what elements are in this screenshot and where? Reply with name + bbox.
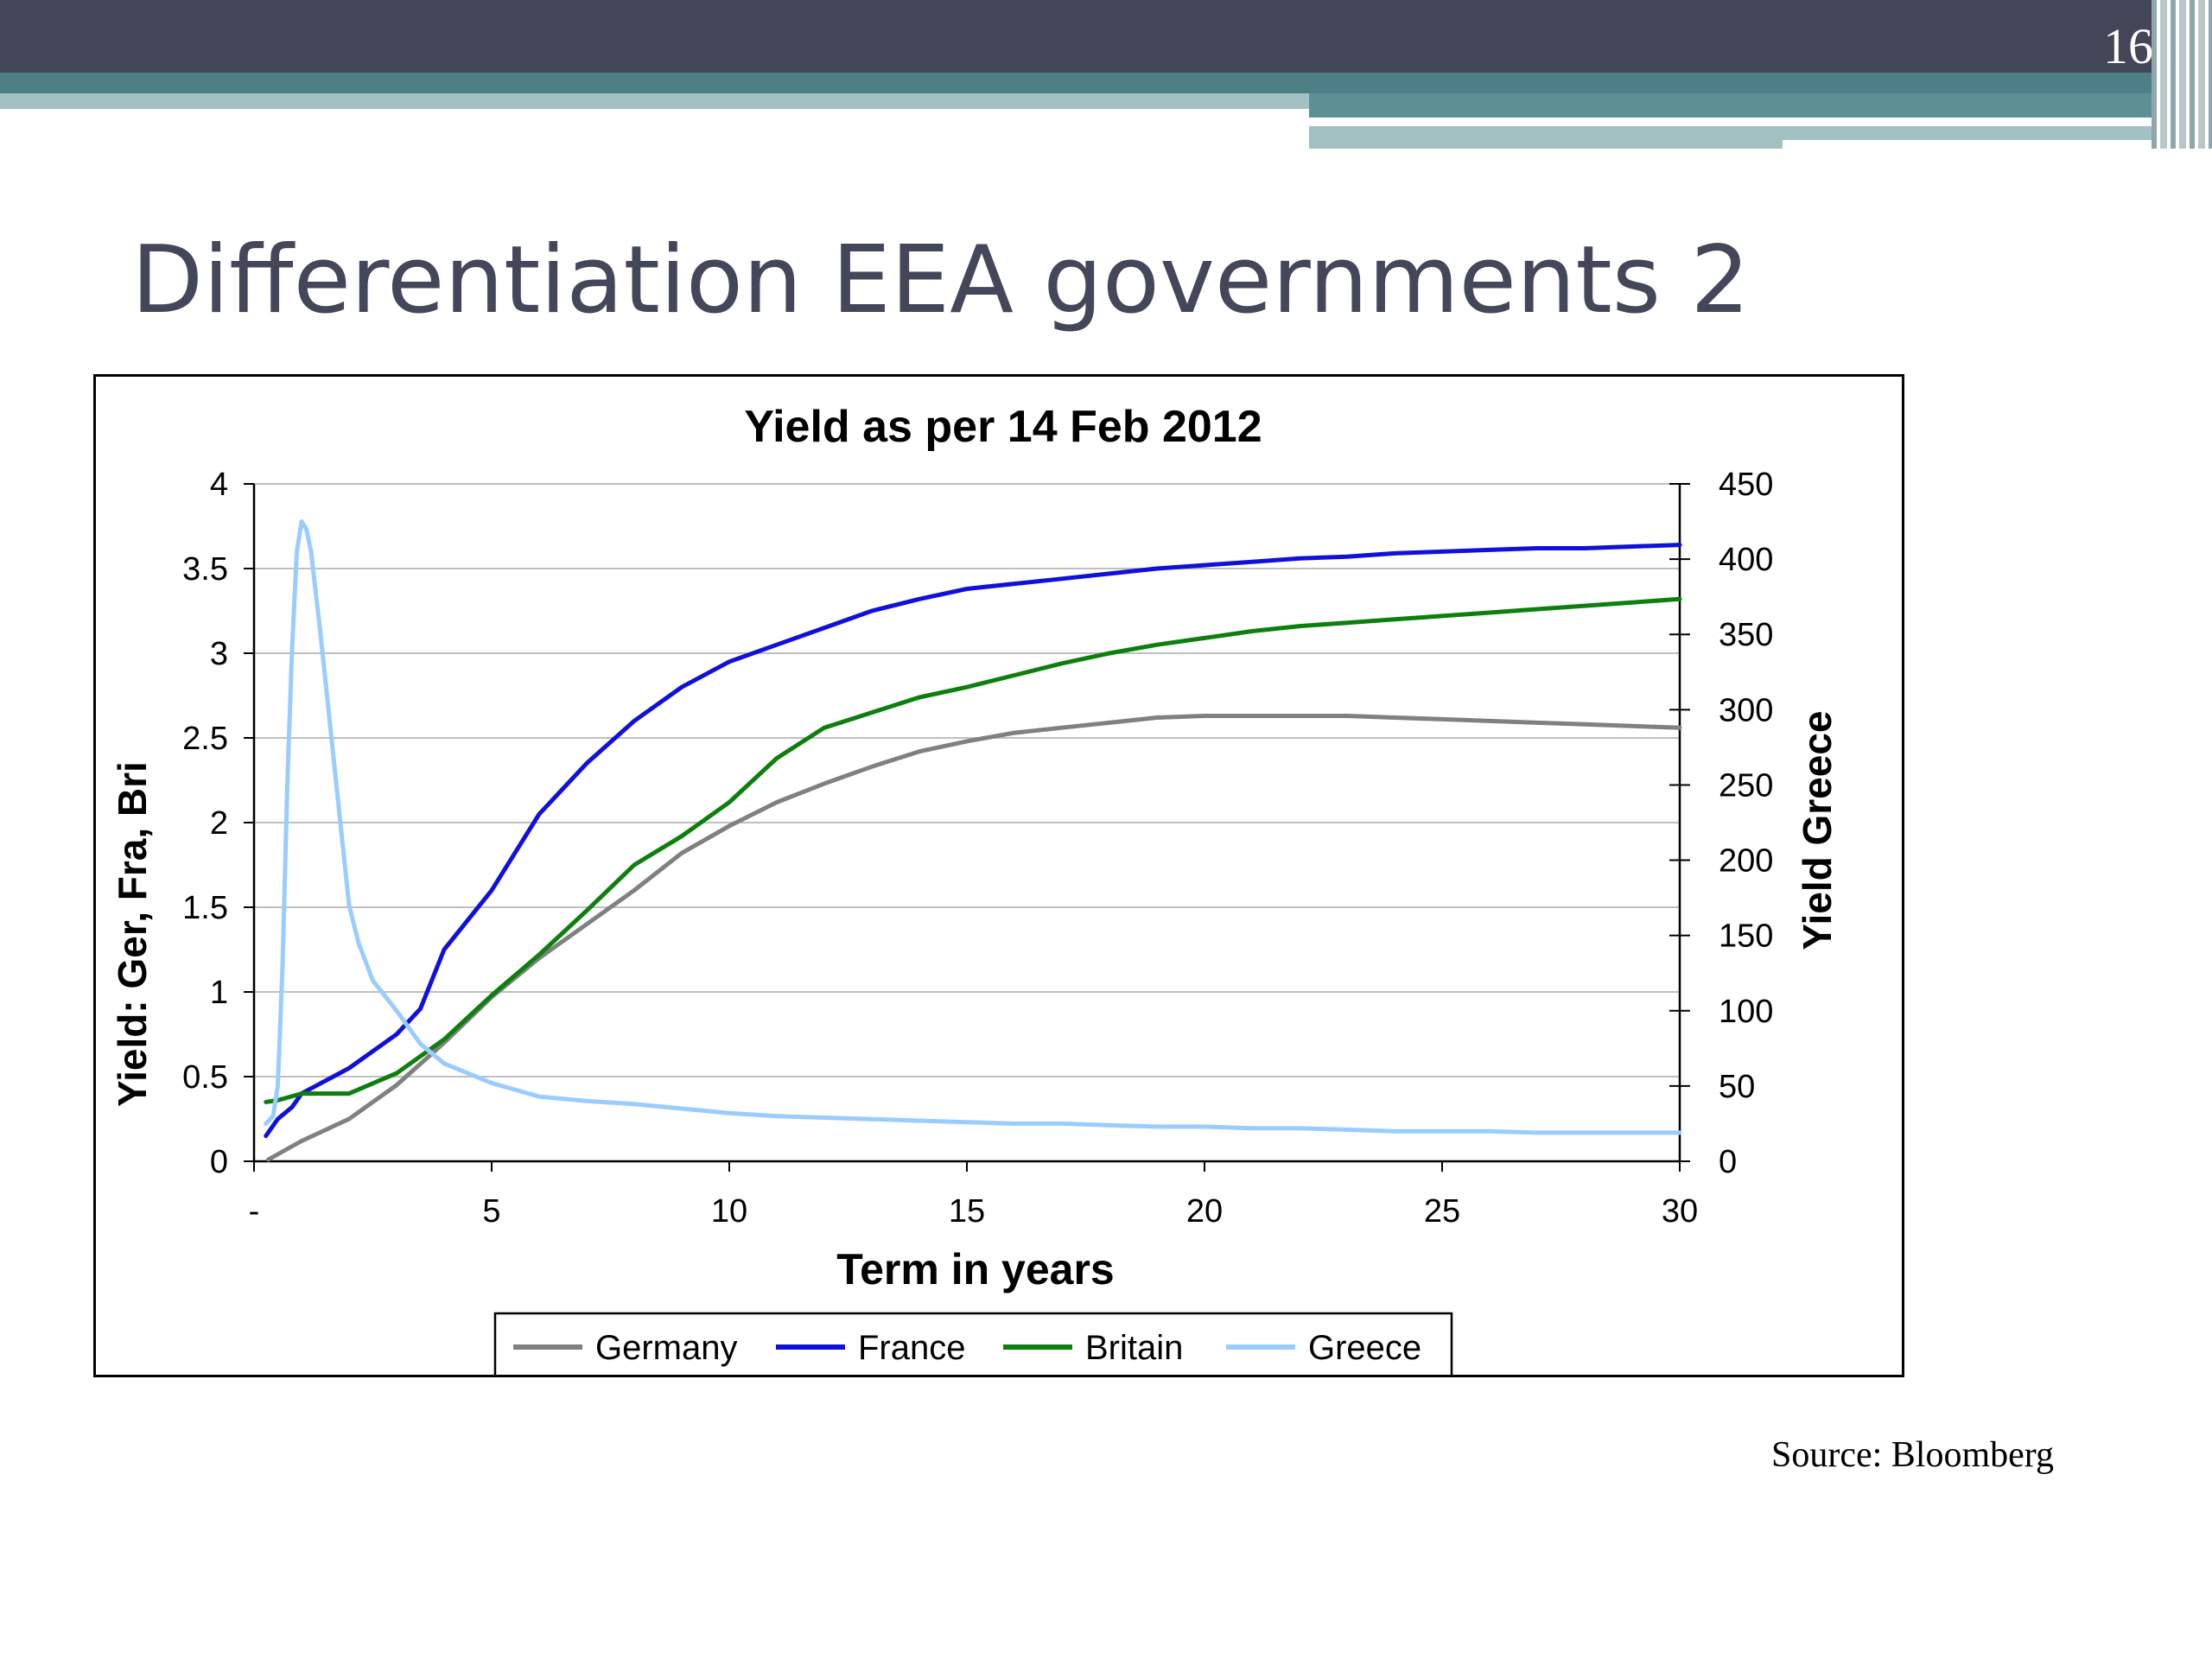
x-axis-title: Term in years (836, 1245, 1114, 1294)
series-line-britain (264, 596, 1682, 1104)
x-tick-label: 30 (1662, 1193, 1698, 1230)
y-left-tick-label: 4 (210, 467, 228, 503)
x-tick-label: 15 (949, 1193, 985, 1230)
x-tick-label: - (249, 1193, 260, 1230)
x-tick-label: 10 (711, 1193, 747, 1230)
y-right-tick-label: 150 (1719, 918, 1773, 955)
chart-title: Yield as per 14 Feb 2012 (744, 402, 1262, 452)
y-left-tick-label: 3.5 (182, 551, 228, 588)
y-left-tick-label: 0.5 (182, 1059, 228, 1096)
series-line-germany (266, 714, 1682, 1162)
top-banner (0, 0, 2212, 73)
y-right-tick-label: 350 (1719, 617, 1773, 653)
yield-chart: 0 0.5 1 1.5 2 2.5 3 3.5 4 0 50 100 150 200 250 300 350 40… (110, 402, 1840, 1375)
decor-line (1783, 140, 2171, 149)
x-tick-label: 20 (1186, 1193, 1223, 1230)
decor-band (0, 73, 2171, 93)
source-note: Source: Bloomberg (1771, 1435, 2055, 1475)
y-right-tick-label: 400 (1719, 542, 1773, 578)
decor-band (0, 93, 1309, 109)
y-right-tick-label: 200 (1719, 843, 1773, 880)
y-right-tick-label: 100 (1719, 994, 1773, 1030)
legend-box (493, 1312, 1453, 1375)
slide-title: Differentiation EEA governments 2 (131, 226, 1751, 334)
y-right-tick-label: 450 (1719, 467, 1773, 503)
decor-stripes (2152, 0, 2212, 149)
y-axis-right-title: Yield Greece (1795, 710, 1840, 950)
y-left-tick-label: 3 (210, 636, 228, 672)
decor-line (1309, 118, 2047, 126)
y-left-tick-label: 2.5 (182, 721, 228, 757)
legend-label-greece: Greece (1308, 1329, 1421, 1367)
legend-label-britain: Britain (1085, 1329, 1183, 1367)
y-right-tick-label: 50 (1719, 1069, 1755, 1105)
page-number: 16 (2103, 18, 2153, 74)
legend-label-france: France (858, 1329, 966, 1367)
y-right-tick-label: 300 (1719, 692, 1773, 728)
y-right-tick-label: 0 (1719, 1144, 1737, 1180)
legend-label-germany: Germany (595, 1329, 738, 1367)
y-left-tick-label: 2 (210, 805, 228, 842)
series-line-greece (264, 519, 1682, 1135)
chart-frame: 0 0.5 1 1.5 2 2.5 3 3.5 4 0 50 100 150 200 250 300 350 40… (93, 374, 1904, 1377)
y-left-tick-label: 1 (210, 975, 228, 1011)
y-right-tick-label: 250 (1719, 767, 1773, 804)
decor-band (1309, 93, 2171, 118)
series-line-france (264, 543, 1682, 1139)
legend: Germany France Britain Greece (513, 1329, 1421, 1367)
y-left-tick-label: 0 (210, 1144, 228, 1180)
x-tick-label: 25 (1424, 1193, 1460, 1230)
x-tick-label: 5 (482, 1193, 500, 1230)
y-axis-left-title: Yield: Ger, Fra, Bri (110, 761, 155, 1107)
y-left-tick-label: 1.5 (182, 890, 228, 926)
